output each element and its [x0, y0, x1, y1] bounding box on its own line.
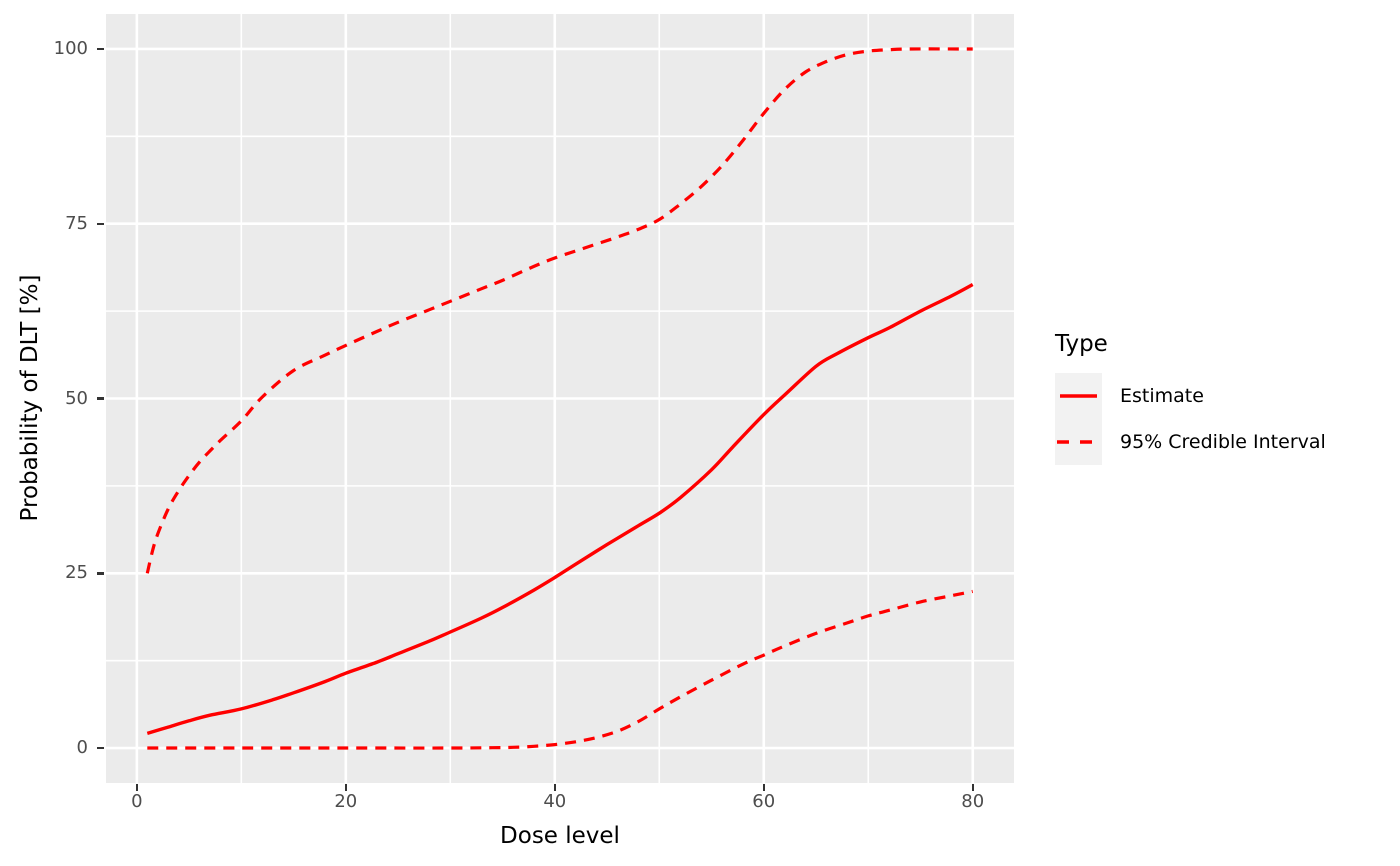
legend-label-credible-interval: 95% Credible Interval [1120, 431, 1326, 453]
x-tick-label: 0 [131, 791, 143, 812]
y-tick-label: 100 [53, 37, 88, 59]
legend-items: Estimate 95% Credible Interval [1055, 373, 1326, 465]
legend-title: Type [1055, 331, 1108, 357]
credible-interval-key-swatch [1055, 419, 1102, 465]
y-tick-mark [97, 572, 104, 575]
legend-item-estimate: Estimate [1055, 373, 1326, 419]
legend-label-estimate: Estimate [1120, 385, 1204, 407]
estimate-line [146, 283, 974, 736]
x-axis-title: Dose level [500, 823, 620, 849]
x-tick-label: 40 [543, 791, 567, 812]
x-tick-label: 20 [334, 791, 358, 812]
x-tick-mark [971, 783, 975, 791]
x-tick-mark [762, 783, 766, 791]
x-tick-label: 60 [752, 791, 776, 812]
x-tick-label: 80 [961, 791, 985, 812]
y-tick-mark [97, 746, 104, 750]
y-tick-mark [97, 397, 104, 400]
plot-area [106, 14, 1014, 783]
y-tick-mark [97, 47, 104, 51]
plot-panel [106, 14, 1014, 783]
y-tick-label: 50 [65, 387, 88, 409]
legend: Type Estimate 95% Credible Interval [1055, 330, 1326, 465]
lower-credible-interval-line [147, 589, 974, 750]
x-tick-mark [553, 783, 557, 791]
y-tick-label: 0 [76, 737, 88, 759]
estimate-key-swatch [1055, 373, 1102, 419]
x-tick-mark [135, 783, 139, 791]
legend-item-credible-interval: 95% Credible Interval [1055, 419, 1326, 465]
y-tick-label: 25 [65, 562, 88, 584]
upper-credible-interval-line [145, 47, 973, 574]
x-tick-mark [344, 783, 348, 791]
y-tick-label: 75 [65, 212, 88, 234]
y-tick-mark [97, 222, 104, 226]
